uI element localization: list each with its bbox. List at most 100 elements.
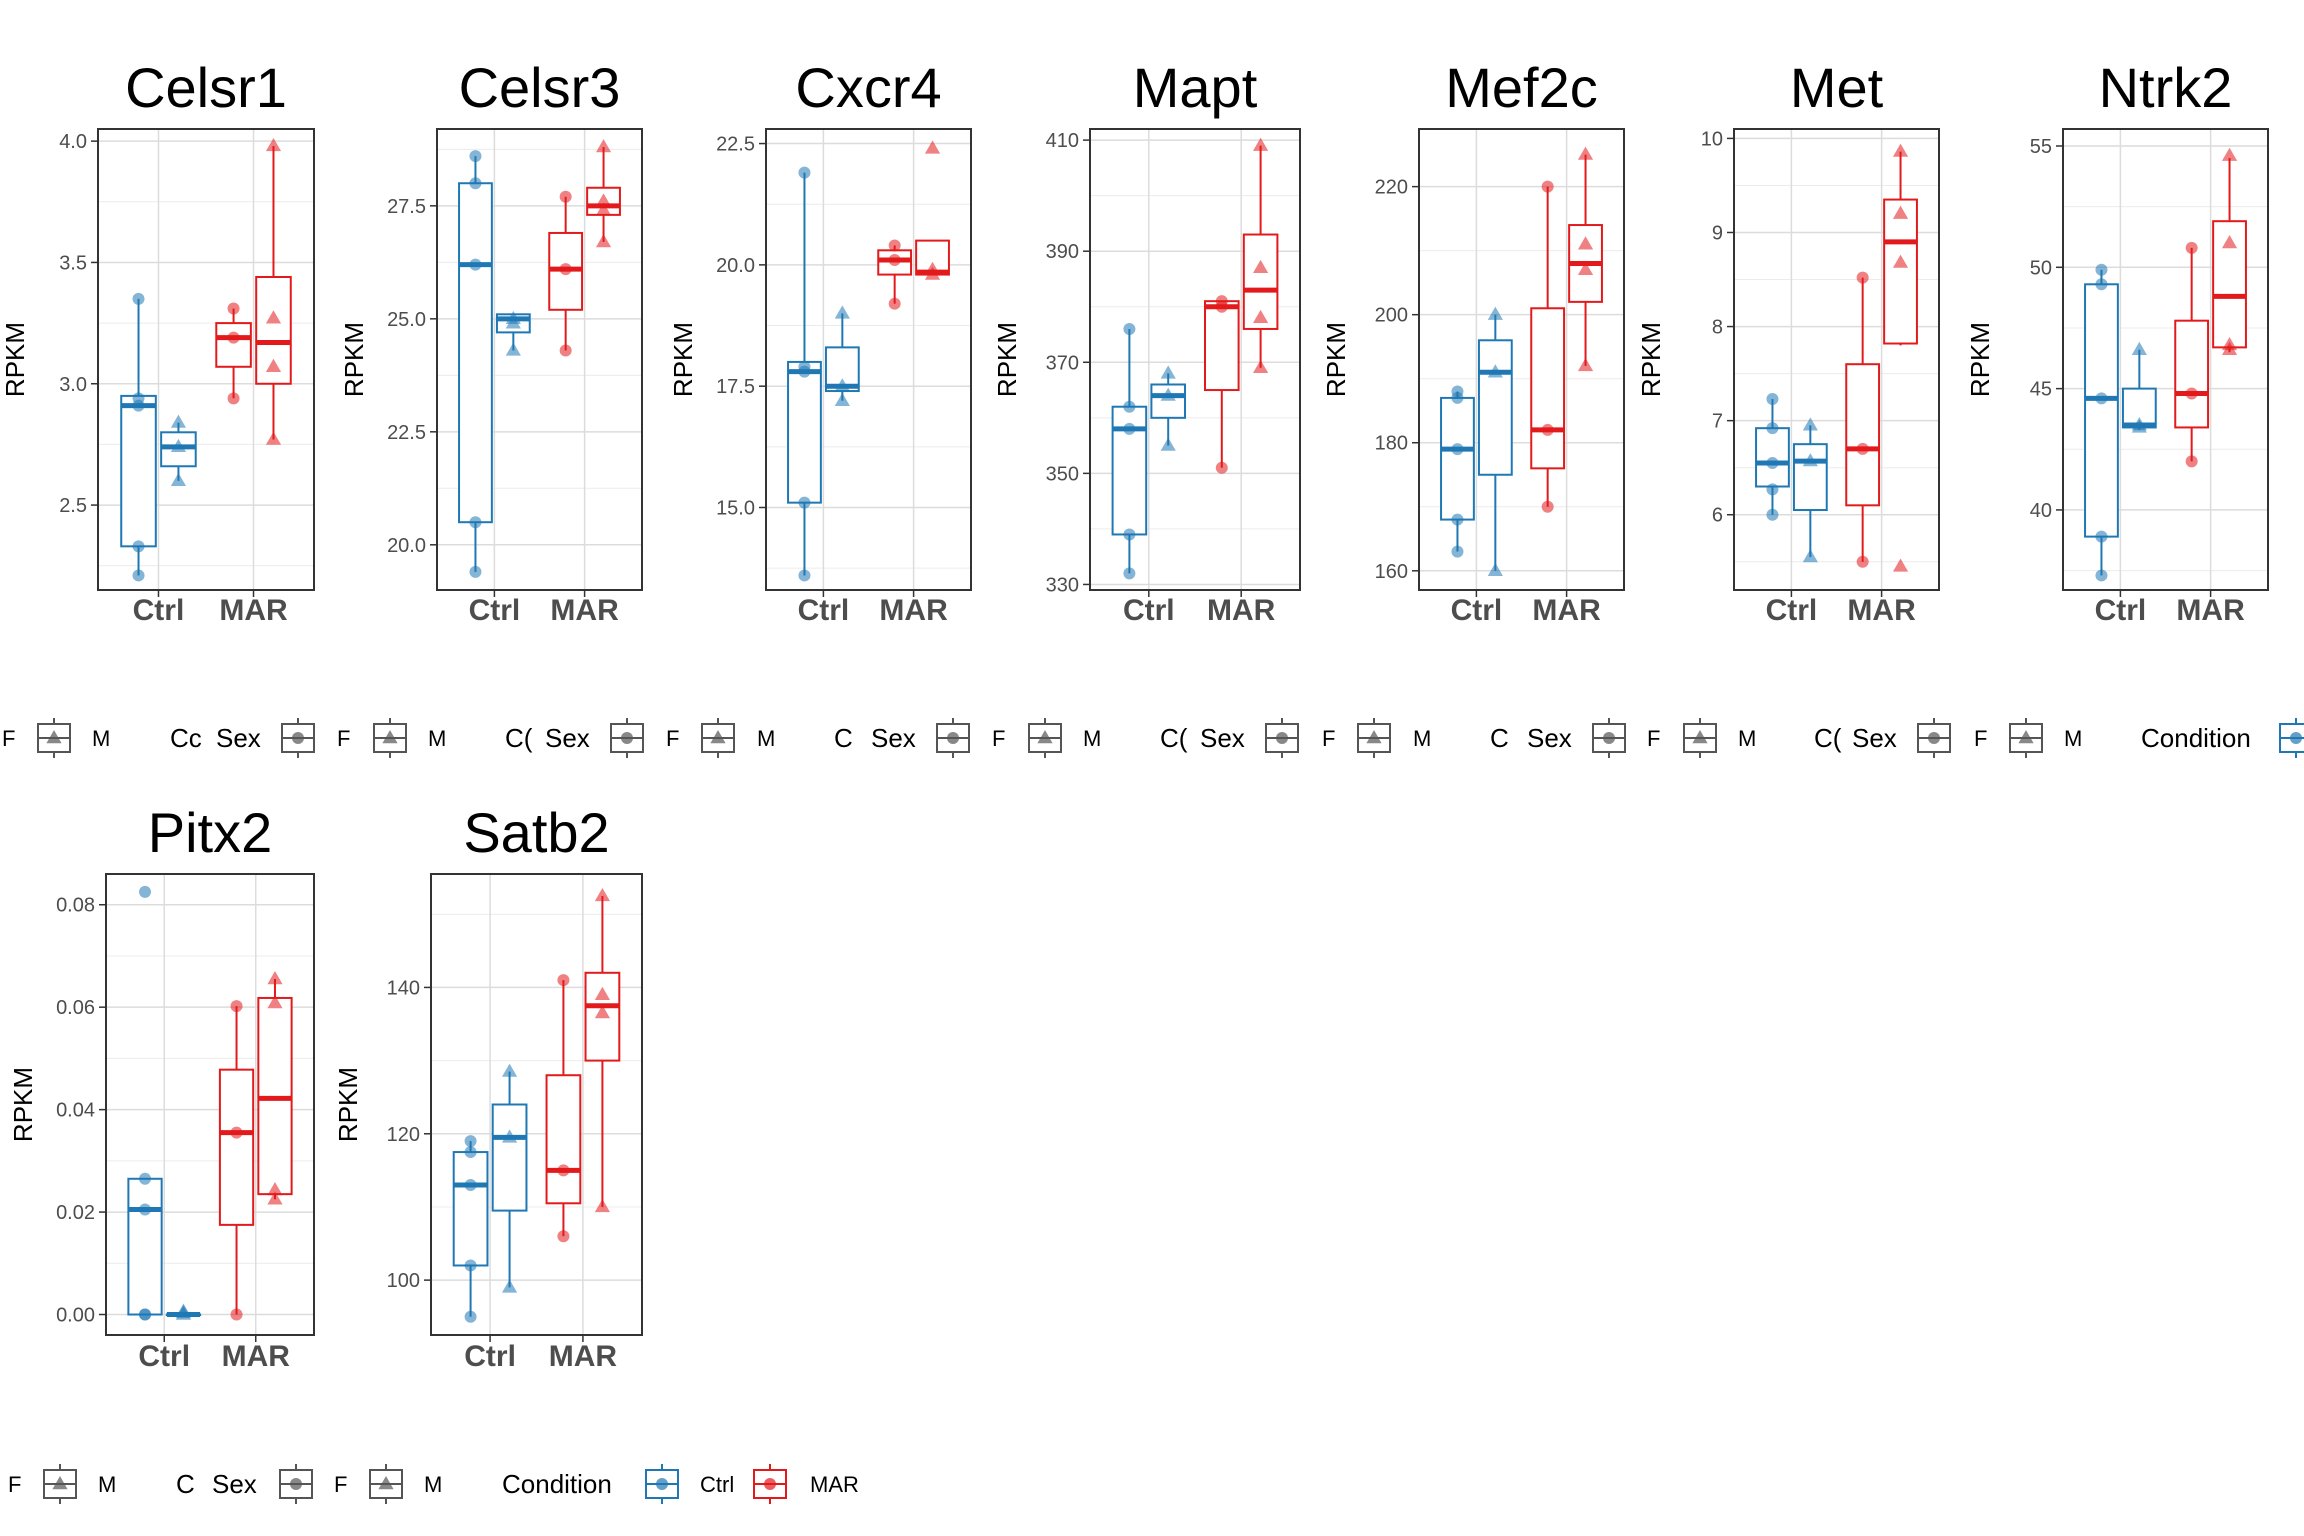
- box-iqr: [1530, 307, 1566, 470]
- data-point: [798, 166, 811, 179]
- data-point: [469, 565, 482, 578]
- x-tick-label: MAR: [1532, 594, 1601, 627]
- legend-key-tri: [1028, 718, 1062, 758]
- legend-sex-m: M: [1738, 726, 1756, 751]
- data-point: [267, 995, 283, 1009]
- data-point: [1802, 453, 1818, 467]
- y-tick-label: 120: [387, 1124, 420, 1146]
- box-iqr: [1440, 396, 1475, 521]
- panel-met: Met 6 7 8 9 10 RPKM Ctrl MAR: [1636, 56, 1940, 627]
- data-point: [1253, 137, 1269, 151]
- box-iqr: [1150, 383, 1187, 419]
- x-tick-label: MAR: [219, 594, 288, 627]
- data-point: [1892, 254, 1909, 268]
- legend-sex-title: Sex: [1852, 723, 1897, 753]
- plot-background: [1734, 129, 1939, 590]
- data-point: [139, 1203, 152, 1216]
- data-point: [924, 140, 941, 154]
- box-mar-f: [1530, 180, 1566, 513]
- data-point: [1451, 385, 1464, 398]
- panel-title: Mef2c: [1445, 56, 1598, 119]
- legend-key-circle: [281, 718, 315, 758]
- data-point: [230, 1000, 243, 1013]
- legend-sex-f: F: [1974, 726, 1987, 751]
- data-point: [1253, 259, 1269, 274]
- data-point: [139, 1172, 152, 1185]
- legend-sex-title: Sex: [1200, 723, 1245, 753]
- y-tick-label: 3.0: [59, 374, 87, 396]
- legend-condition-title: Condition: [502, 1469, 612, 1499]
- legend-condition-title-clipped: Cc: [170, 723, 202, 753]
- data-point: [1541, 180, 1554, 193]
- y-tick-label: 220: [1375, 177, 1408, 199]
- legend-key-circle: [1917, 718, 1951, 758]
- box-ctrl-f: [458, 150, 493, 578]
- panel-title: Met: [1790, 56, 1884, 119]
- plot-border: [105, 873, 315, 1336]
- legend-key-point: [1037, 730, 1053, 744]
- legend-key-tri: [1683, 718, 1717, 758]
- data-point: [227, 331, 240, 344]
- legend-key-tri: [43, 1464, 77, 1504]
- box-ctrl-f: [1440, 385, 1475, 558]
- plot-border: [1418, 128, 1625, 591]
- box-iqr: [127, 1177, 163, 1316]
- plot-border: [2062, 128, 2269, 591]
- legend-key-point: [2018, 730, 2034, 744]
- plot-background: [766, 129, 971, 590]
- y-tick-label: 10: [1701, 128, 1723, 150]
- y-axis-label: RPKM: [339, 322, 369, 397]
- y-tick-label: 50: [2030, 257, 2052, 279]
- data-point: [501, 1063, 518, 1077]
- data-point: [469, 258, 482, 271]
- data-point: [505, 310, 521, 325]
- data-point: [1577, 146, 1594, 160]
- data-point: [595, 233, 612, 248]
- data-point: [1577, 236, 1594, 250]
- x-tick-label: Ctrl: [469, 594, 521, 627]
- legend-key-circle: [1592, 718, 1626, 758]
- data-point: [1123, 322, 1136, 335]
- legend-key-point: [292, 732, 304, 744]
- box-ctrl-f: [787, 166, 822, 582]
- data-point: [559, 263, 572, 276]
- legend-sex-title: Sex: [545, 723, 590, 753]
- legend-key-point: [46, 730, 62, 744]
- data-point: [924, 261, 941, 275]
- data-point: [265, 310, 282, 324]
- legend-sex-f: F: [2, 726, 15, 751]
- box-ctrl-m: [491, 1063, 528, 1293]
- legend-condition-title-clipped: C(: [1160, 723, 1188, 753]
- legend-sex-title: Sex: [216, 723, 261, 753]
- y-tick-label: 100: [387, 1270, 420, 1292]
- data-point: [2185, 241, 2198, 254]
- data-point: [469, 150, 482, 163]
- y-tick-label: 370: [1046, 352, 1079, 374]
- x-tick-label: MAR: [1847, 594, 1916, 627]
- data-point: [2095, 392, 2108, 405]
- y-tick-label: 140: [387, 977, 420, 999]
- x-tick-label: Ctrl: [464, 1340, 516, 1373]
- data-point: [132, 292, 145, 305]
- box-mar-m: [1883, 143, 1918, 572]
- legend-key-point: [621, 732, 633, 744]
- box-ctrl-m: [1477, 306, 1513, 576]
- box-iqr: [215, 322, 252, 368]
- x-tick-label: Ctrl: [138, 1340, 190, 1373]
- box-ctrl-f: [2084, 263, 2119, 582]
- data-point: [2131, 341, 2147, 355]
- box-ctrl-f: [127, 885, 163, 1321]
- data-point: [594, 986, 611, 1000]
- box-iqr: [1845, 363, 1881, 507]
- legend-sex-m: M: [2064, 726, 2082, 751]
- box-ctrl-m: [165, 1303, 202, 1320]
- panel-cxcr4: Cxcr4 15.0 17.5 20.0 22.5 RPKM Ctrl MAR: [668, 56, 972, 627]
- x-tick-label: Ctrl: [133, 594, 185, 627]
- legend-key-circle: [753, 1464, 787, 1504]
- box-mar-m: [1568, 146, 1603, 372]
- y-tick-label: 55: [2030, 136, 2052, 158]
- data-point: [594, 887, 611, 902]
- y-tick-label: 0.00: [56, 1305, 95, 1327]
- data-point: [595, 202, 612, 216]
- data-point: [1541, 423, 1554, 436]
